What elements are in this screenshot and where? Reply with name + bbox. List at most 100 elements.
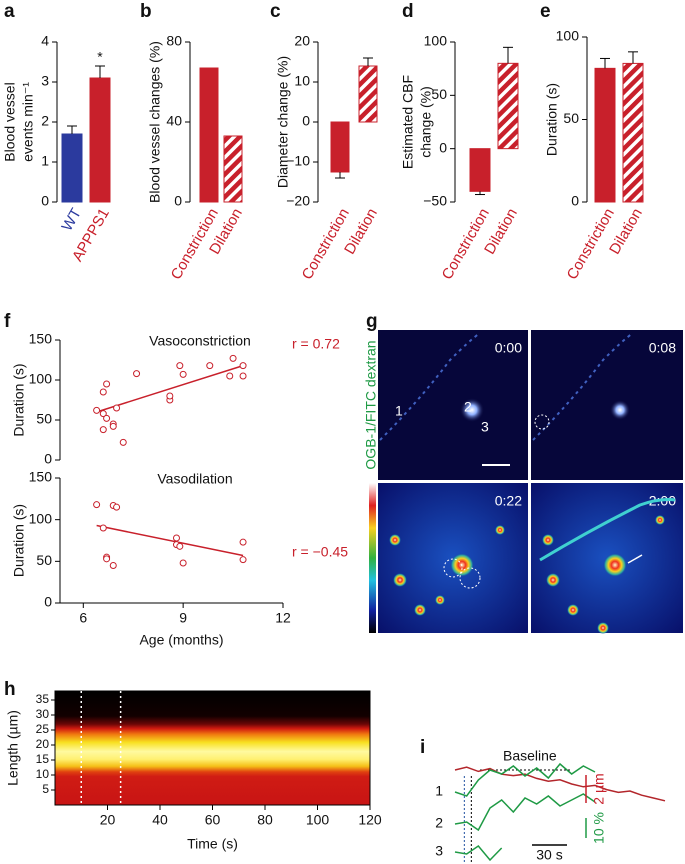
y-tick-label: 10 bbox=[294, 73, 310, 89]
y-tick-label: 0 bbox=[439, 139, 447, 155]
point bbox=[239, 556, 247, 564]
bar bbox=[594, 67, 616, 203]
fit-line bbox=[96, 524, 244, 557]
panel-letter: i bbox=[420, 737, 425, 758]
baseline-label: Baseline bbox=[503, 748, 557, 764]
point bbox=[133, 370, 141, 378]
trace-label: 2 bbox=[435, 815, 443, 831]
x-axis-label: Time (s) bbox=[187, 836, 238, 852]
trace-label: 1 bbox=[435, 783, 443, 799]
x-tick-label: 120 bbox=[358, 812, 382, 828]
category-label: WT bbox=[59, 205, 85, 234]
y-tick-label: 0 bbox=[302, 113, 310, 129]
y-tick-label: 80 bbox=[166, 33, 182, 49]
cell-label: 3 bbox=[481, 419, 489, 435]
bar bbox=[199, 67, 219, 203]
y-tick-label: 100 bbox=[556, 28, 580, 44]
y-tick-label: 0 bbox=[44, 594, 52, 610]
bar bbox=[223, 135, 243, 203]
bar bbox=[622, 62, 644, 203]
bar bbox=[61, 133, 83, 203]
y-tick-label: 150 bbox=[29, 469, 53, 485]
annotation: r = −0.45 bbox=[292, 544, 348, 560]
cells bbox=[389, 498, 676, 634]
y-tick-label: 20 bbox=[294, 33, 310, 49]
y-tick-label: 4 bbox=[41, 33, 49, 49]
point bbox=[99, 524, 107, 532]
y-tick-label: 50 bbox=[36, 411, 52, 427]
y-axis-label: events min⁻¹ bbox=[20, 82, 36, 162]
cell bbox=[460, 398, 484, 422]
bar bbox=[497, 62, 519, 150]
timestamp: 0:08 bbox=[649, 340, 676, 356]
y-tick-label: 100 bbox=[424, 33, 448, 49]
scale-bar-label: 30 s bbox=[536, 847, 562, 863]
y-tick-label: 0 bbox=[41, 193, 49, 209]
point bbox=[176, 362, 184, 370]
vessel bbox=[532, 332, 634, 441]
point bbox=[179, 370, 187, 378]
x-tick-label: 100 bbox=[306, 812, 330, 828]
timestamp: 0:00 bbox=[495, 340, 522, 356]
point bbox=[93, 406, 101, 414]
point bbox=[239, 372, 247, 380]
annotation: r = 0.72 bbox=[292, 336, 340, 352]
y-tick-label: 50 bbox=[563, 110, 579, 126]
x-tick-label: 6 bbox=[79, 610, 87, 626]
y-tick-label: 10 bbox=[36, 767, 50, 781]
y-tick-label: −50 bbox=[423, 193, 447, 209]
panel-letter: b bbox=[140, 1, 152, 22]
y-tick-label: 100 bbox=[29, 371, 53, 387]
scale-bar-label: 10 % bbox=[591, 812, 607, 844]
y-tick-label: 25 bbox=[36, 722, 50, 736]
y-tick-label: 2 bbox=[41, 113, 49, 129]
point bbox=[176, 542, 184, 550]
point bbox=[99, 410, 107, 418]
y-tick-label: 20 bbox=[36, 737, 50, 751]
x-axis-label: Age (months) bbox=[139, 632, 223, 648]
y-tick-label: 35 bbox=[36, 692, 50, 706]
y-tick-label: 0 bbox=[571, 193, 579, 209]
y-axis-label: Blood vessel changes (%) bbox=[147, 41, 163, 203]
point bbox=[99, 388, 107, 396]
annotation: * bbox=[97, 49, 103, 65]
colorbar bbox=[369, 483, 376, 633]
panel-letter: e bbox=[540, 1, 551, 22]
y-tick-label: 0 bbox=[174, 193, 182, 209]
y-tick-label: −20 bbox=[286, 193, 310, 209]
y-axis-label: Length (µm) bbox=[5, 710, 21, 786]
y-tick-label: 50 bbox=[36, 552, 52, 568]
cell bbox=[610, 400, 630, 420]
y-axis-label: Duration (s) bbox=[544, 83, 560, 156]
y-tick-label: 100 bbox=[29, 510, 53, 526]
trace bbox=[454, 766, 666, 802]
panel-letter: g bbox=[366, 311, 378, 332]
x-tick-label: 60 bbox=[205, 812, 221, 828]
point bbox=[99, 426, 107, 434]
image-panel: g OGB-1/FITC dextran 1 2 3 0:00 0:08 0:2… bbox=[363, 311, 683, 634]
point bbox=[239, 362, 247, 370]
panel-letter: d bbox=[402, 1, 414, 22]
point bbox=[113, 503, 121, 511]
chart-title: Vasoconstriction bbox=[149, 333, 251, 349]
point bbox=[166, 392, 174, 400]
point bbox=[113, 404, 121, 412]
trace bbox=[454, 793, 596, 832]
y-axis-label: Blood vessel bbox=[2, 82, 18, 161]
cell-label: 1 bbox=[395, 403, 403, 419]
y-tick-label: 0 bbox=[44, 451, 52, 467]
point bbox=[229, 354, 237, 362]
point bbox=[226, 372, 234, 380]
panel-letter: a bbox=[4, 1, 15, 22]
y-axis-label: Duration (s) bbox=[11, 504, 27, 577]
point bbox=[103, 380, 111, 388]
chart-title: Vasodilation bbox=[157, 471, 232, 487]
y-tick-label: 15 bbox=[36, 752, 50, 766]
point bbox=[93, 501, 101, 509]
y-axis-label: Diameter change (%) bbox=[275, 56, 291, 188]
point bbox=[179, 559, 187, 567]
point bbox=[103, 414, 111, 422]
y-axis-label: change (%) bbox=[418, 86, 434, 158]
